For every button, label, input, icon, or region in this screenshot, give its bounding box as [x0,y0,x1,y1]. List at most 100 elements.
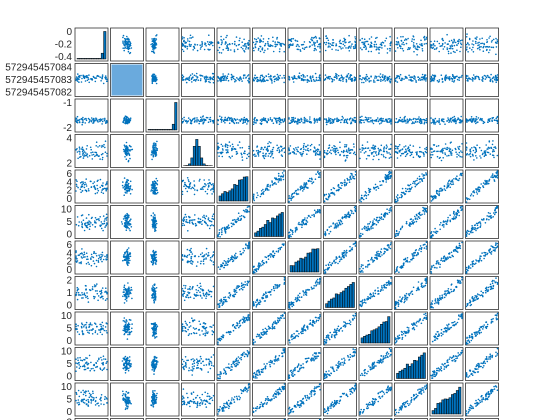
scatter-point [386,146,388,148]
scatter-point [305,46,308,48]
scatter-point [236,118,238,121]
scatter-point [370,36,373,38]
scatter-point [432,43,435,45]
scatter-point [412,35,415,38]
scatter-point [218,51,221,54]
scatter-point [227,43,229,46]
scatter-point [481,119,483,122]
scatter-point [101,123,103,125]
scatter-point [371,153,373,155]
panel-r0-c2 [145,27,180,62]
scatter-point [201,118,203,120]
scatter-point [369,46,371,48]
scatter-point [269,117,272,119]
scatter-point [91,154,93,156]
scatter-point [238,219,240,222]
scatter-point [126,42,128,45]
scatter-point [126,190,129,193]
scatter-point [240,46,243,49]
scatter-point [210,183,213,186]
scatter-point [314,45,316,47]
scatter-point [335,49,337,51]
scatter-point [212,191,215,193]
scatter-point [304,223,307,226]
panel-r0-c0 [74,27,109,62]
scatter-point [257,153,260,156]
scatter-point [264,117,267,120]
scatter-point [304,120,307,122]
scatter-point [327,152,329,155]
scatter-point [76,151,79,153]
scatter-point [75,190,77,192]
scatter-point [244,121,247,123]
scatter-point [345,184,348,186]
panel-r0-c6 [287,27,322,62]
scatter-point [220,228,223,230]
scatter-point [205,184,207,186]
scatter-point [380,44,383,46]
scatter-point [313,47,316,50]
scatter-point [425,121,428,124]
scatter-point [400,119,402,122]
scatter-point [458,177,461,180]
scatter-point [467,77,470,79]
scatter-point [278,151,281,154]
scatter-point [390,42,392,44]
scatter-point [203,179,205,181]
scatter-point [423,208,426,210]
scatter-point [289,38,292,41]
scatter-point [421,78,423,81]
scatter-point [248,145,250,148]
scatter-point [77,254,80,257]
scatter-point [352,46,355,48]
scatter-point [280,175,283,177]
scatter-point [245,45,247,47]
scatter-point [265,152,267,155]
scatter-point [240,214,243,217]
scatter-point [489,79,492,81]
scatter-point [184,46,187,48]
scatter-point [485,144,488,146]
scatter-point [353,177,356,180]
histogram-bar [226,192,229,202]
scatter-point [220,39,222,41]
scatter-point [262,40,264,43]
scatter-point [489,117,492,120]
scatter-point [272,40,274,42]
scatter-point [91,224,94,226]
scatter-point [255,196,258,199]
scatter-point [438,121,440,124]
scatter-point [377,147,380,150]
scatter-point [405,38,408,41]
scatter-point [425,78,427,81]
scatter-point [181,193,184,196]
scatter-point [438,79,441,81]
scatter-point [446,148,449,151]
scatter-point [262,152,264,154]
scatter-point [433,120,436,122]
scatter-point [184,183,186,186]
scatter-point [354,78,357,81]
scatter-point [184,181,186,184]
scatter-point [257,149,260,152]
scatter-point [492,76,495,78]
scatter-point [401,47,404,50]
scatter-point [360,151,362,153]
scatter-point [349,152,352,154]
scatter-point [208,184,210,187]
scatter-point [85,119,88,122]
panel-r0-c4 [216,27,251,62]
scatter-point [343,40,346,42]
scatter-point [316,148,319,150]
scatter-point [100,153,103,156]
scatter-point [455,216,458,219]
scatter-point [102,118,104,120]
scatter-point [224,231,227,233]
histogram-bar [167,129,170,131]
scatter-point [302,145,305,147]
scatter-matrix-panels [74,27,499,420]
scatter-point [444,152,446,154]
scatter-point [344,144,346,146]
scatter-point [348,50,351,52]
scatter-point [194,214,196,216]
